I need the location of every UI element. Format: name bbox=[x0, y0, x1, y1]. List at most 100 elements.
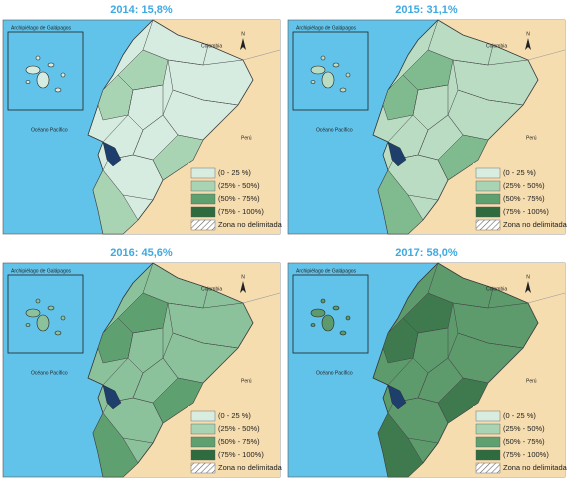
province bbox=[92, 169, 139, 235]
island bbox=[35, 298, 41, 304]
north-label: N bbox=[241, 31, 245, 37]
island bbox=[339, 330, 347, 336]
island bbox=[320, 298, 326, 304]
ocean-label: Océano Pacífico bbox=[316, 370, 353, 376]
map-title: 2014: 15,8% bbox=[110, 4, 173, 16]
legend-label: (75% - 100%) bbox=[218, 450, 264, 459]
legend-label: Zona no delimitada bbox=[503, 220, 567, 229]
north-label: N bbox=[526, 31, 530, 37]
north-arrow bbox=[525, 38, 531, 50]
map-panel: Archipiélago de Galápagos Océano Pacífico… bbox=[287, 19, 567, 235]
galapagos-inset bbox=[7, 274, 84, 354]
legend-swatch bbox=[190, 219, 216, 231]
colombia-label: Colombia bbox=[201, 286, 222, 292]
ocean-label: Océano Pacífico bbox=[316, 127, 353, 133]
legend-label: (50% - 75%) bbox=[218, 194, 260, 203]
province bbox=[132, 114, 179, 161]
island bbox=[310, 308, 326, 318]
colombia-label: Colombia bbox=[201, 43, 222, 49]
border bbox=[527, 292, 566, 304]
legend-swatch bbox=[190, 423, 216, 435]
north-arrow bbox=[525, 281, 531, 293]
legend-swatch bbox=[190, 462, 216, 474]
legend-label: (50% - 75%) bbox=[218, 437, 260, 446]
legend-swatch bbox=[190, 436, 216, 448]
island bbox=[339, 87, 347, 93]
legend-label: (25% - 50%) bbox=[218, 181, 260, 190]
north-arrow bbox=[240, 281, 246, 293]
ocean-label: Océano Pacífico bbox=[31, 127, 68, 133]
legend-label: (50% - 75%) bbox=[503, 194, 545, 203]
island bbox=[310, 80, 316, 84]
island bbox=[60, 72, 66, 78]
legend-swatch bbox=[475, 462, 501, 474]
legend-label: (25% - 50%) bbox=[503, 181, 545, 190]
legend-label: (75% - 100%) bbox=[503, 207, 549, 216]
island bbox=[54, 330, 62, 336]
island bbox=[25, 80, 31, 84]
map-panel: Archipiélago de Galápagos Océano Pacífico… bbox=[287, 262, 567, 478]
island bbox=[345, 315, 351, 321]
legend-swatch bbox=[475, 410, 501, 422]
border bbox=[527, 49, 566, 61]
galapagos-inset bbox=[7, 31, 84, 111]
legend-label: (0 - 25 %) bbox=[218, 411, 251, 420]
island bbox=[321, 314, 335, 332]
province bbox=[132, 357, 179, 404]
legend-label: (25% - 50%) bbox=[503, 424, 545, 433]
island bbox=[60, 315, 66, 321]
island bbox=[35, 55, 41, 61]
map-title: 2016: 45,6% bbox=[110, 247, 173, 259]
legend-swatch bbox=[475, 193, 501, 205]
legend-label: Zona no delimitada bbox=[503, 463, 567, 472]
island bbox=[332, 305, 340, 311]
border bbox=[242, 49, 281, 61]
island bbox=[47, 305, 55, 311]
peru-label: Perú bbox=[526, 378, 537, 384]
galapagos-label: Archipiélago de Galápagos bbox=[11, 268, 72, 274]
legend-swatch bbox=[475, 423, 501, 435]
map-panel: Archipiélago de Galápagos Océano Pacífico… bbox=[2, 262, 283, 478]
peru-label: Perú bbox=[241, 378, 252, 384]
island bbox=[25, 308, 41, 318]
legend-swatch bbox=[475, 167, 501, 179]
legend-label: (0 - 25 %) bbox=[503, 168, 536, 177]
legend-swatch bbox=[190, 167, 216, 179]
legend-label: Zona no delimitada bbox=[218, 463, 283, 472]
legend-swatch bbox=[475, 219, 501, 231]
galapagos-label: Archipiélago de Galápagos bbox=[296, 268, 357, 274]
province bbox=[377, 169, 424, 235]
colombia-label: Colombia bbox=[486, 43, 507, 49]
ocean-label: Océano Pacífico bbox=[31, 370, 68, 376]
legend-label: (50% - 75%) bbox=[503, 437, 545, 446]
border bbox=[242, 292, 281, 304]
legend-swatch bbox=[190, 193, 216, 205]
island bbox=[321, 71, 335, 89]
legend-swatch bbox=[475, 180, 501, 192]
legend-label: (25% - 50%) bbox=[218, 424, 260, 433]
map-panel: Archipiélago de Galápagos Océano Pacífico… bbox=[2, 19, 283, 235]
north-label: N bbox=[241, 274, 245, 280]
gulf bbox=[102, 141, 122, 167]
legend-label: (75% - 100%) bbox=[218, 207, 264, 216]
legend-swatch bbox=[475, 436, 501, 448]
galapagos-label: Archipiélago de Galápagos bbox=[11, 25, 72, 31]
province bbox=[417, 357, 464, 404]
legend-label: (0 - 25 %) bbox=[218, 168, 251, 177]
legend-swatch bbox=[190, 410, 216, 422]
gulf bbox=[387, 141, 407, 167]
legend-label: (75% - 100%) bbox=[503, 450, 549, 459]
north-arrow bbox=[240, 38, 246, 50]
legend-swatch bbox=[190, 206, 216, 218]
legend-swatch bbox=[190, 449, 216, 461]
map-title: 2017: 58,0% bbox=[395, 247, 458, 259]
island bbox=[310, 323, 316, 327]
legend-swatch bbox=[475, 206, 501, 218]
island bbox=[320, 55, 326, 61]
island bbox=[36, 71, 50, 89]
province bbox=[377, 412, 424, 478]
legend-label: Zona no delimitada bbox=[218, 220, 283, 229]
province bbox=[92, 412, 139, 478]
legend-label: (0 - 25 %) bbox=[503, 411, 536, 420]
